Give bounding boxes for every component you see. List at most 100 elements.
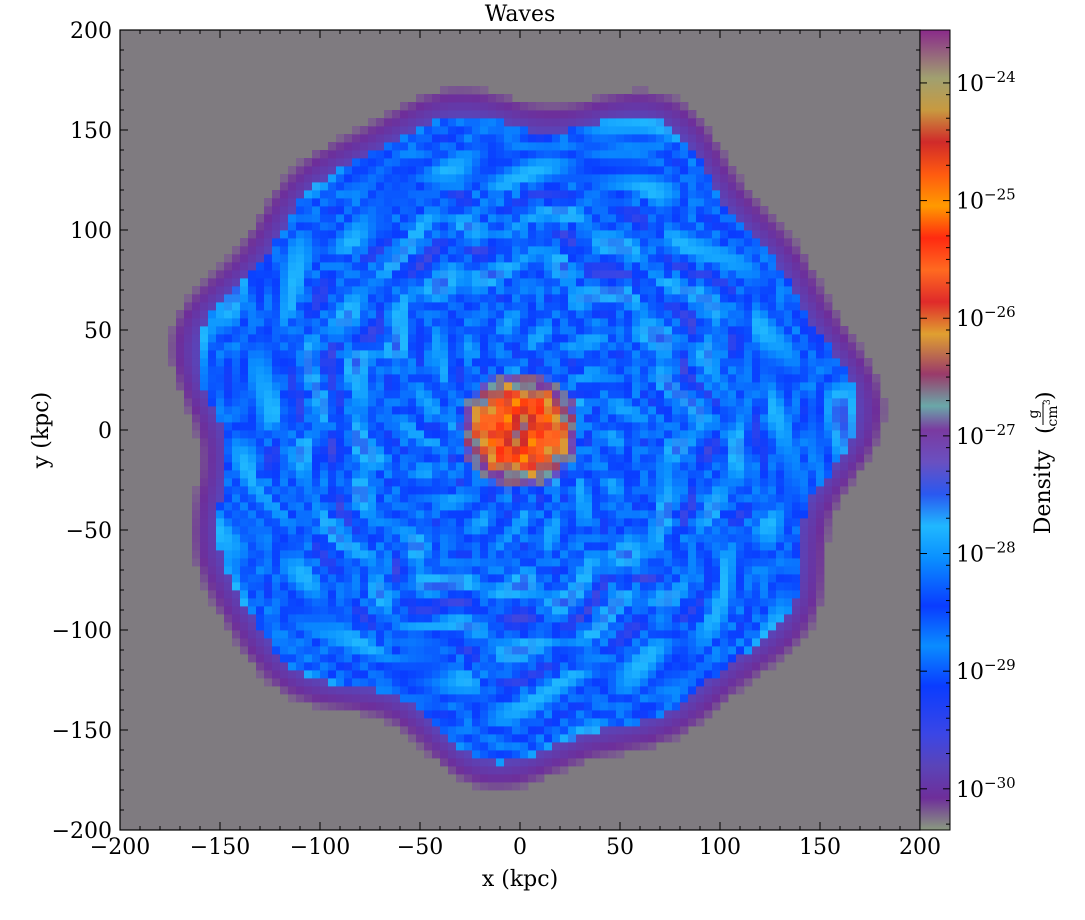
density-cell	[544, 686, 553, 695]
density-cell	[560, 294, 569, 303]
density-cell	[424, 550, 433, 559]
density-cell	[712, 590, 721, 599]
density-cell	[248, 486, 257, 495]
density-cell	[528, 606, 537, 615]
density-cell	[408, 374, 417, 383]
density-cell	[264, 214, 273, 223]
density-cell	[576, 662, 585, 671]
density-cell	[592, 438, 601, 447]
density-cell	[232, 342, 241, 351]
density-cell	[560, 470, 569, 479]
density-cell	[480, 438, 489, 447]
density-cell	[408, 566, 417, 575]
density-cell	[480, 230, 489, 239]
density-cell	[672, 550, 681, 559]
density-cell	[456, 350, 465, 359]
density-cell	[296, 414, 305, 423]
density-cell	[664, 358, 673, 367]
density-cell	[608, 206, 617, 215]
density-cell	[712, 622, 721, 631]
density-cell	[672, 598, 681, 607]
density-cell	[272, 230, 281, 239]
density-cell	[512, 558, 521, 567]
density-cell	[656, 438, 665, 447]
density-cell	[600, 230, 609, 239]
density-cell	[640, 574, 649, 583]
density-cell	[416, 446, 425, 455]
density-cell	[704, 710, 713, 719]
density-cell	[248, 598, 257, 607]
density-cell	[440, 590, 449, 599]
density-cell	[400, 302, 409, 311]
density-cell	[688, 206, 697, 215]
density-cell	[432, 310, 441, 319]
density-cell	[320, 470, 329, 479]
density-cell	[488, 486, 497, 495]
density-cell	[504, 230, 513, 239]
density-cell	[456, 142, 465, 151]
density-cell	[400, 326, 409, 335]
density-cell	[568, 662, 577, 671]
density-cell	[568, 494, 577, 503]
density-cell	[464, 462, 473, 471]
density-cell	[464, 710, 473, 719]
density-cell	[520, 190, 529, 199]
density-cell	[720, 446, 729, 455]
density-cell	[608, 718, 617, 727]
density-cell	[280, 246, 289, 255]
density-cell	[192, 286, 201, 295]
density-cell	[584, 654, 593, 663]
density-cell	[352, 462, 361, 471]
density-cell	[360, 646, 369, 655]
density-cell	[704, 270, 713, 279]
density-cell	[424, 486, 433, 495]
density-cell	[456, 366, 465, 375]
density-cell	[720, 558, 729, 567]
density-cell	[304, 374, 313, 383]
density-cell	[608, 358, 617, 367]
density-cell	[312, 446, 321, 455]
density-cell	[576, 670, 585, 679]
density-cell	[616, 390, 625, 399]
density-cell	[336, 318, 345, 327]
density-cell	[376, 222, 385, 231]
density-cell	[456, 494, 465, 503]
density-cell	[312, 238, 321, 247]
density-cell	[472, 214, 481, 223]
density-cell	[688, 366, 697, 375]
density-cell	[512, 654, 521, 663]
density-cell	[496, 206, 505, 215]
density-cell	[328, 454, 337, 463]
density-cell	[440, 478, 449, 487]
density-cell	[440, 534, 449, 543]
density-cell	[288, 414, 297, 423]
density-cell	[616, 534, 625, 543]
density-cell	[568, 374, 577, 383]
density-cell	[336, 534, 345, 543]
density-cell	[632, 702, 641, 711]
density-cell	[536, 222, 545, 231]
density-cell	[496, 254, 505, 263]
density-cell	[456, 758, 465, 767]
density-cell	[672, 406, 681, 415]
density-cell	[368, 622, 377, 631]
density-cell	[376, 254, 385, 263]
density-cell	[624, 734, 633, 743]
density-cell	[456, 414, 465, 423]
density-cell	[608, 478, 617, 487]
density-cell	[720, 510, 729, 519]
density-cell	[384, 646, 393, 655]
density-cell	[592, 750, 601, 759]
density-cell	[376, 366, 385, 375]
density-cell	[560, 542, 569, 551]
density-cell	[624, 318, 633, 327]
density-cell	[288, 390, 297, 399]
density-cell	[272, 326, 281, 335]
density-cell	[680, 334, 689, 343]
density-cell	[480, 502, 489, 511]
density-cell	[248, 246, 257, 255]
density-cell	[536, 134, 545, 143]
density-cell	[416, 726, 425, 735]
density-cell	[688, 606, 697, 615]
density-cell	[456, 710, 465, 719]
